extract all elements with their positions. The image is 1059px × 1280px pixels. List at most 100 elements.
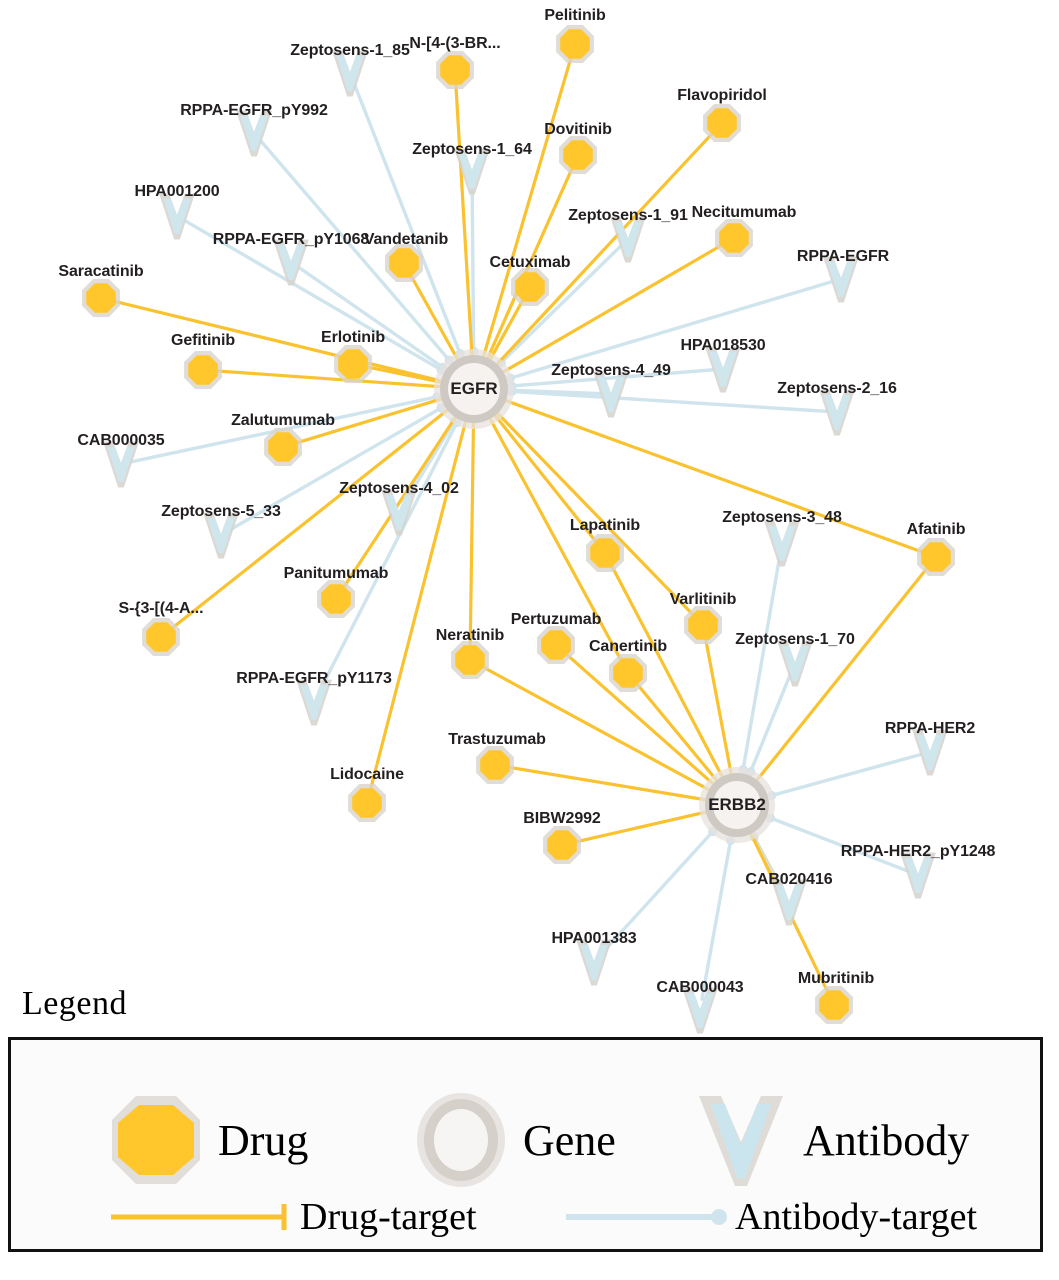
edge-antibody-target-hpa001383 <box>599 829 715 956</box>
gene-node-egfr[interactable] <box>434 349 514 429</box>
graph-surface: Zeptosens-1_85 RPPA-EGFR_pY992 Zeptosens-1… <box>82 25 955 1034</box>
antibody-node-cab000035[interactable]: CAB000035 <box>103 441 139 488</box>
legend-label-gene: Gene <box>523 1115 616 1165</box>
drug-node-lapatinib[interactable]: Lapatinib <box>586 534 624 572</box>
antibody-node-rppa-egfr-py1068[interactable]: RPPA-EGFR_pY1068 <box>273 239 309 286</box>
antibody-glyph <box>336 55 364 92</box>
antibody-node-rppa-her2-py1248[interactable]: RPPA-HER2_pY1248 <box>900 852 936 899</box>
antibody-glyph <box>781 645 809 682</box>
drug-node-zalutumumab[interactable]: Zalutumumab <box>264 428 302 466</box>
drug-node-pertuzumab[interactable]: Pertuzumab <box>537 626 575 664</box>
edge-drug-target-neratinib-erbb2 <box>478 663 710 791</box>
antibody-label-rppa-her2: RPPA-HER2 <box>884 720 976 737</box>
drug-glyph <box>86 283 116 313</box>
drug-node-neratinib[interactable]: Neratinib <box>451 641 489 679</box>
drug-glyph <box>321 584 351 614</box>
edge-drug-target-lapatinib-egfr <box>494 414 600 547</box>
edge-drug-target-gefitinib <box>212 369 441 389</box>
ring-icon <box>417 1093 505 1187</box>
antibody-node-zeptosens-5_33[interactable]: Zeptosens-5_33 <box>203 512 239 559</box>
drug-node-afatinib[interactable]: Afatinib <box>917 538 955 576</box>
drug-label-lapatinib: Lapatinib <box>569 517 641 534</box>
antibody-node-rppa-egfr-py992[interactable]: RPPA-EGFR_pY992 <box>236 110 272 157</box>
drug-glyph <box>440 55 470 85</box>
drug-glyph <box>268 432 298 462</box>
drug-node-cetuximab[interactable]: Cetuximab <box>511 268 549 306</box>
edge-drug-target-saracatinib <box>110 299 442 383</box>
drug-node-dovitinib[interactable]: Dovitinib <box>559 136 597 174</box>
legend-label-drug-target: Drug-target <box>300 1196 477 1238</box>
drug-node-n4-3-br[interactable]: N-[4-(3-BR... <box>436 51 474 89</box>
antibody-node-zeptosens-1_91[interactable]: Zeptosens-1_91 <box>610 216 646 263</box>
edge-drug-target-neratinib-egfr <box>468 422 476 651</box>
antibody-node-hpa018530[interactable]: HPA018530 <box>705 346 741 393</box>
drug-label-trastuzumab: Trastuzumab <box>448 731 546 748</box>
drug-glyph <box>590 538 620 568</box>
antibody-label-hpa001200: HPA001200 <box>134 183 220 200</box>
drug-node-panitumumab[interactable]: Panitumumab <box>317 580 355 618</box>
antibody-label-rppa-egfr: RPPA-EGFR <box>796 248 890 265</box>
antibody-node-cab000043[interactable]: CAB000043 <box>682 987 718 1034</box>
drug-glyph <box>338 349 368 379</box>
antibody-node-rppa-egfr-py1173[interactable]: RPPA-EGFR_pY1173 <box>296 679 332 726</box>
antibody-node-rppa-egfr[interactable]: RPPA-EGFR <box>823 256 859 303</box>
drug-node-bibw2992[interactable]: BIBW2992 <box>543 826 581 864</box>
legend-item-drug-target: Drug-target <box>106 1195 477 1239</box>
antibody-node-zeptosens-3_48[interactable]: Zeptosens-3_48 <box>764 520 800 567</box>
drug-node-gefitinib[interactable]: Gefitinib <box>184 351 222 389</box>
drug-node-necitumumab[interactable]: Necitumumab <box>715 219 753 257</box>
drug-node-erlotinib[interactable]: Erlotinib <box>334 345 372 383</box>
edge-antibody-target-zeptosens-1_91 <box>499 244 622 365</box>
antibody-node-hpa001383[interactable]: HPA001383 <box>576 939 612 986</box>
antibody-node-cab020416[interactable]: CAB020416 <box>771 879 807 926</box>
antibody-label-hpa001383: HPA001383 <box>551 930 637 947</box>
antibody-node-zeptosens-4_02[interactable]: Zeptosens-4_02 <box>381 489 417 536</box>
edge-antibody-target-zeptosens-5_33 <box>228 406 443 532</box>
legend-item-antibody-target: Antibody-target <box>561 1195 977 1239</box>
antibody-node-hpa001200[interactable]: HPA001200 <box>159 193 195 240</box>
edge-antibody-target-zeptosens-4_02 <box>403 419 456 505</box>
edge-drug-target-pertuzumab <box>562 650 714 785</box>
antibody-label-rppa-egfr-py1068: RPPA-EGFR_pY1068 <box>212 231 370 248</box>
drug-node-vandetanib[interactable]: Vandetanib <box>385 244 423 282</box>
antibody-node-zeptosens-4_49[interactable]: Zeptosens-4_49 <box>593 371 629 418</box>
antibody-glyph <box>385 494 413 531</box>
drug-node-trastuzumab[interactable]: Trastuzumab <box>476 746 514 784</box>
drug-glyph <box>819 990 849 1020</box>
edge-antibody-target-rppa-her2 <box>770 753 922 798</box>
edge-antibody-target-rppa-egfr-py1173 <box>317 421 459 694</box>
antibody-node-zeptosens-1_70[interactable]: Zeptosens-1_70 <box>777 640 813 687</box>
drug-label-bibw2992: BIBW2992 <box>523 810 601 827</box>
antibody-glyph <box>458 153 486 190</box>
drug-node-flavopiridol[interactable]: Flavopiridol <box>703 104 741 142</box>
drug-node-s-3-4a[interactable]: S-{3-[(4-A... <box>142 618 180 656</box>
drug-glyph <box>613 658 643 688</box>
drug-node-mubritinib[interactable]: Mubritinib <box>815 986 853 1024</box>
antibody-glyph <box>827 261 855 298</box>
edge-drug-target-varlitinib-erbb2 <box>703 634 733 775</box>
drug-label-cetuximab: Cetuximab <box>489 254 571 271</box>
antibody-label-zeptosens-1_70: Zeptosens-1_70 <box>735 631 855 648</box>
legend-item-drug: Drug <box>106 1090 308 1190</box>
drug-node-pelitinib[interactable]: Pelitinib <box>556 25 594 63</box>
antibody-glyph <box>277 244 305 281</box>
drug-node-canertinib[interactable]: Canertinib <box>609 654 647 692</box>
antibody-node-zeptosens-1_64[interactable]: Zeptosens-1_64 <box>454 148 490 195</box>
gene-node-erbb2[interactable] <box>699 767 775 843</box>
drug-label-pertuzumab: Pertuzumab <box>510 611 602 628</box>
edge-drug-target-lapatinib-erbb2 <box>608 561 724 778</box>
antibody-node-zeptosens-2_16[interactable]: Zeptosens-2_16 <box>819 389 855 436</box>
antibody-label-rppa-her2-py1248: RPPA-HER2_pY1248 <box>840 843 996 860</box>
drug-node-saracatinib[interactable]: Saracatinib <box>82 279 120 317</box>
antibody-node-rppa-her2[interactable]: RPPA-HER2 <box>912 729 948 776</box>
antibody-node-zeptosens-1_85[interactable]: Zeptosens-1_85 <box>332 50 368 97</box>
antibody-glyph <box>300 684 328 721</box>
drug-node-varlitinib[interactable]: Varlitinib <box>684 606 722 644</box>
drug-node-lidocaine[interactable]: Lidocaine <box>348 784 386 822</box>
drug-target-edge-icon <box>111 1204 287 1230</box>
drug-glyph <box>688 610 718 640</box>
drug-label-canertinib: Canertinib <box>588 638 668 655</box>
edge-drug-target-bibw2992 <box>571 810 707 845</box>
drug-glyph <box>547 830 577 860</box>
antibody-label-rppa-egfr-py1173: RPPA-EGFR_pY1173 <box>236 670 392 687</box>
